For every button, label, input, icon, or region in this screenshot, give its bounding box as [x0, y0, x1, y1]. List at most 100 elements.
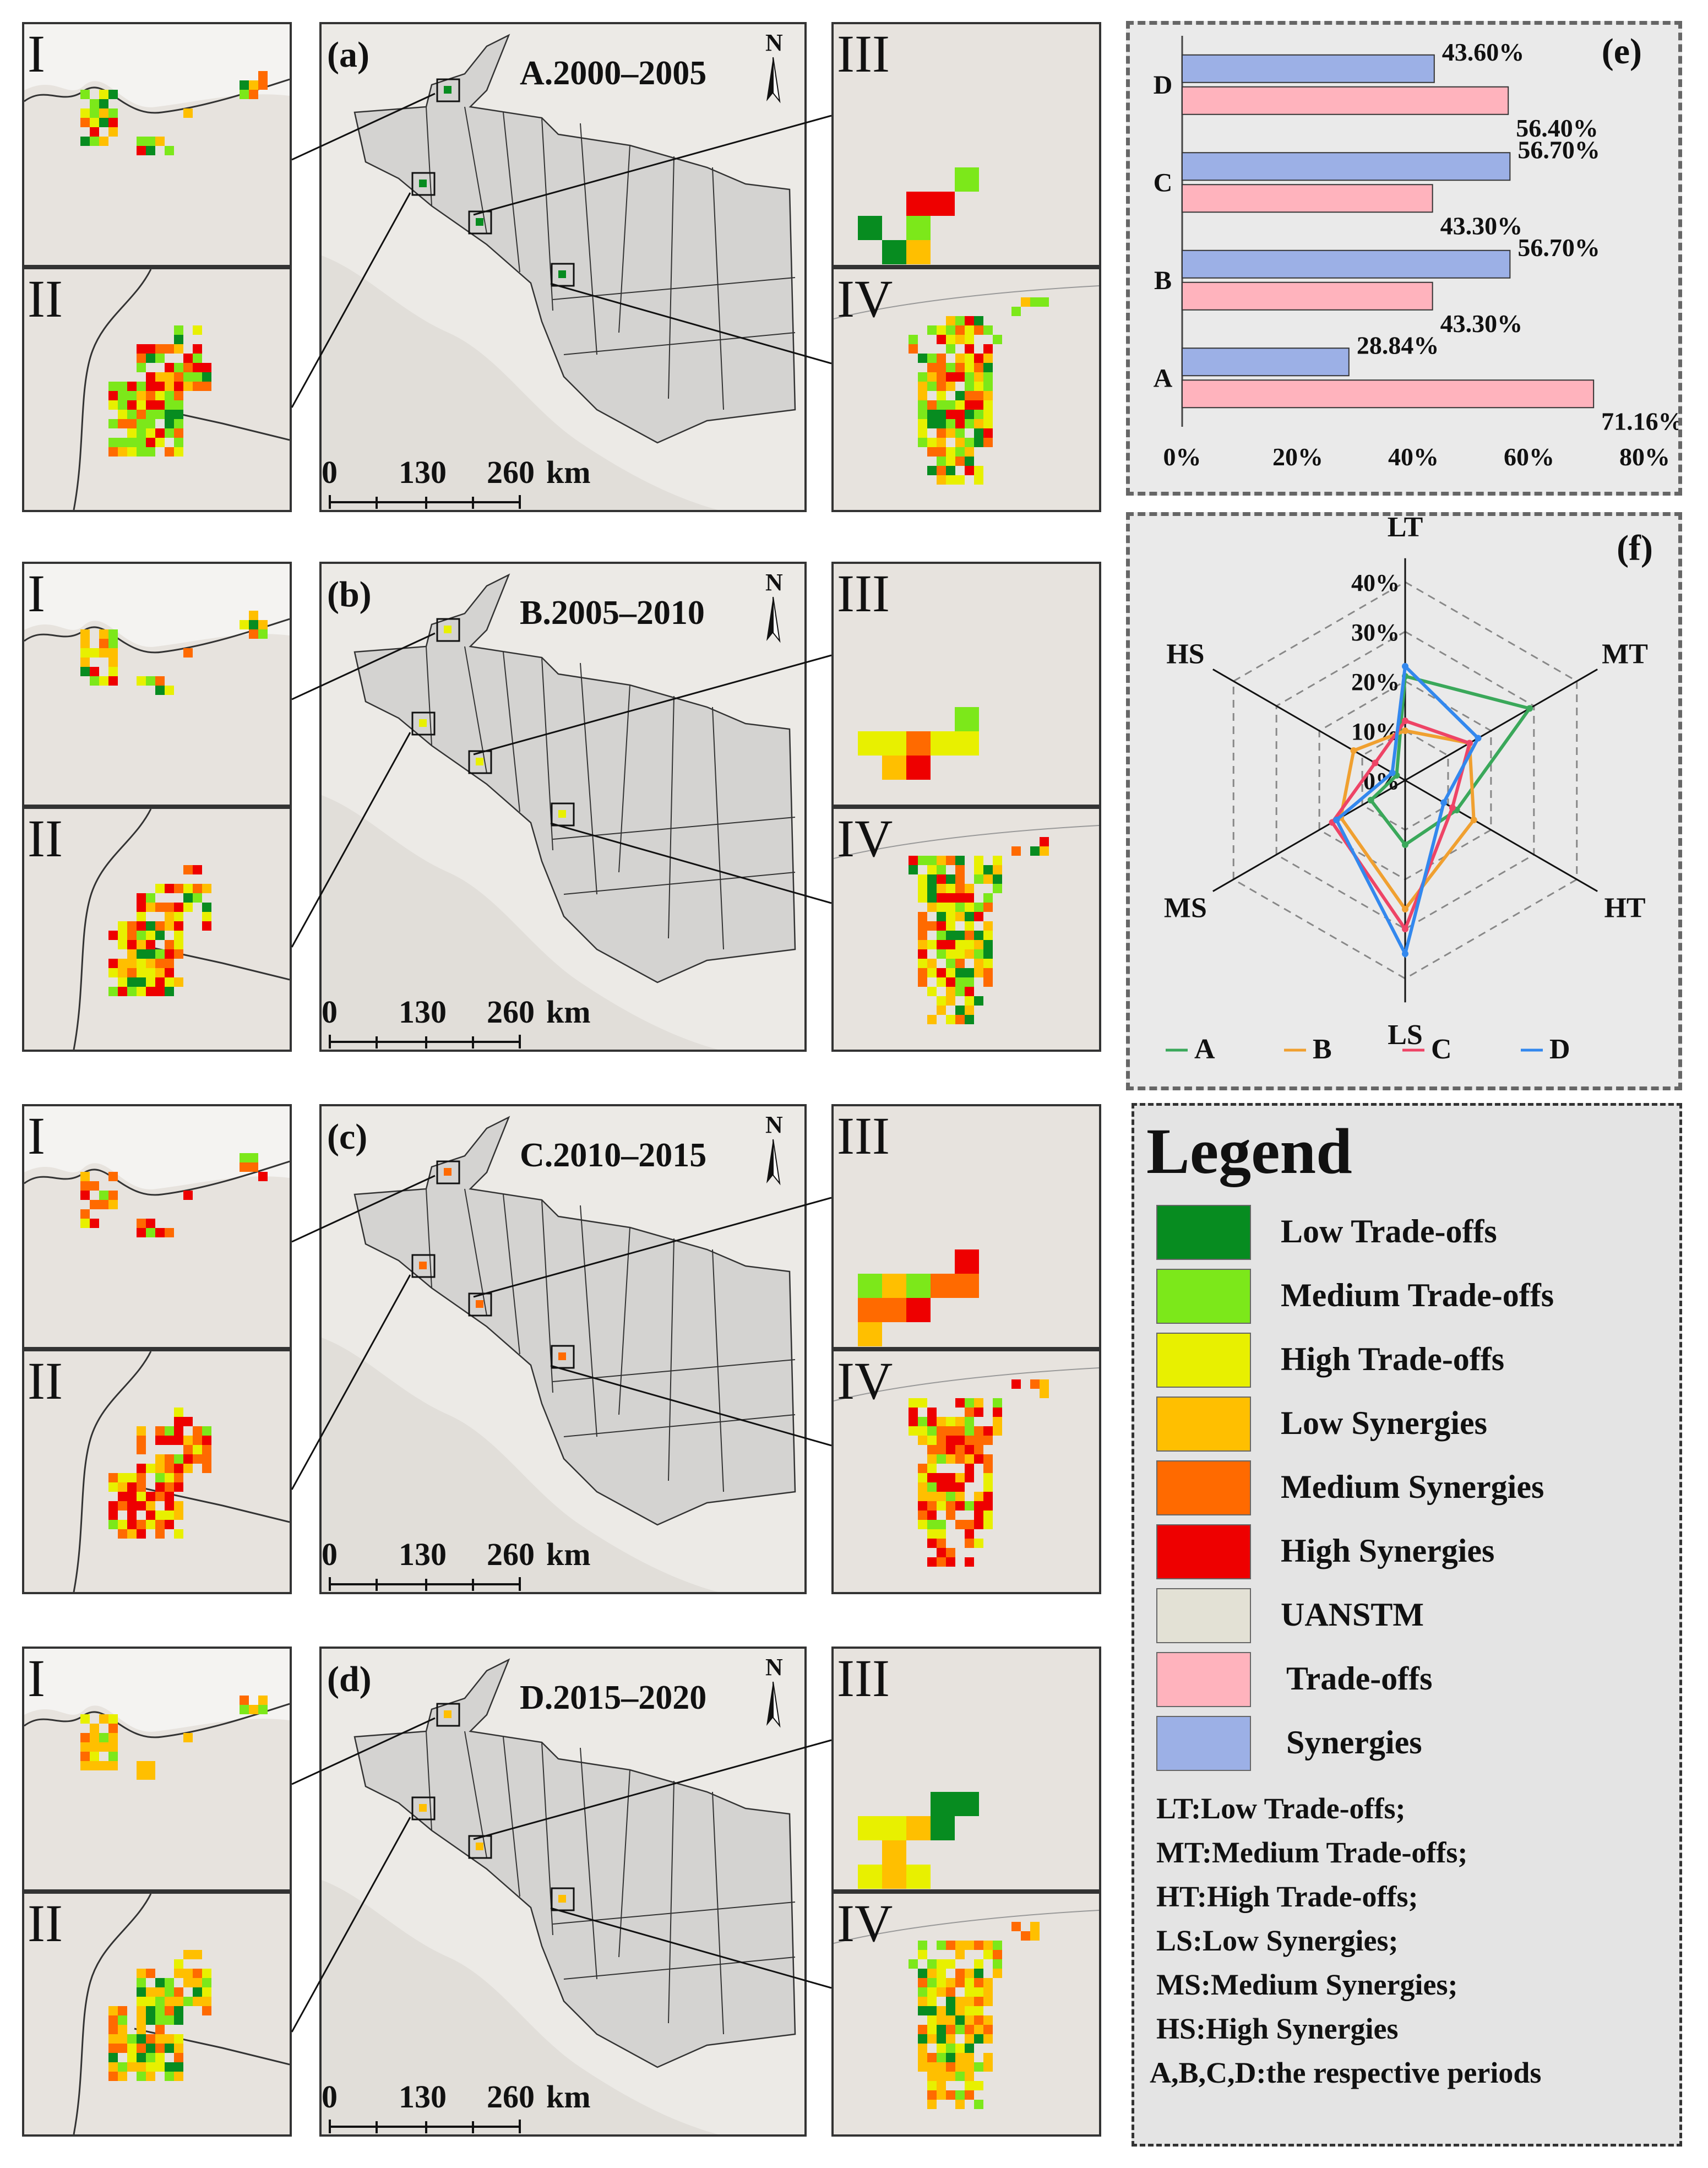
- inset-ii: II: [22, 807, 292, 1052]
- raster-cell: [909, 1408, 918, 1417]
- raster-cell: [155, 2062, 165, 2072]
- raster-cell: [955, 400, 965, 410]
- raster-cell: [946, 893, 955, 903]
- raster-cell: [927, 1482, 937, 1492]
- raster-cell: [965, 391, 974, 400]
- legend-swatch: [1156, 1205, 1251, 1260]
- raster-cell: [974, 968, 983, 977]
- raster-cell: [909, 1417, 918, 1426]
- raster-cell: [955, 410, 965, 419]
- raster-cell: [80, 1172, 90, 1181]
- raster-cell: [927, 1436, 937, 1445]
- bar-chart-e: 0% 20% 40% 60% 80%A28.84%71.16%B56.70%43.30%…: [1154, 31, 1684, 471]
- raster-cell: [974, 1501, 983, 1510]
- raster-cell: [955, 1015, 965, 1024]
- raster-cell: [240, 80, 249, 90]
- y-tick-label: D: [1154, 70, 1173, 100]
- raster-cell: [937, 1436, 946, 1445]
- raster-cell: [965, 410, 974, 419]
- raster-cell: [937, 382, 946, 391]
- raster-cell: [165, 2015, 174, 2025]
- raster-cell: [946, 1987, 955, 1997]
- raster-cell: [927, 438, 937, 447]
- raster-cell: [918, 428, 927, 438]
- raster-cell: [937, 2006, 946, 2015]
- raster-cell: [955, 1501, 965, 1510]
- raster-cell: [99, 676, 108, 686]
- raster-cell: [955, 865, 965, 874]
- raster-cell: [127, 428, 137, 438]
- raster-cell: [99, 648, 108, 658]
- raster-cell: [918, 893, 927, 903]
- raster-cell: [882, 756, 906, 780]
- boundary-line: [24, 78, 290, 114]
- inset-iii: III: [831, 1104, 1101, 1349]
- raster-cell: [946, 987, 955, 996]
- raster-cell: [937, 1529, 946, 1539]
- raster-cell: [118, 1492, 127, 1501]
- raster-cell: [974, 400, 983, 410]
- raster-cell: [137, 2015, 146, 2025]
- raster-cell: [937, 2015, 946, 2025]
- raster-cell: [165, 686, 174, 695]
- raster-cell: [137, 382, 146, 391]
- raster-cell: [183, 372, 193, 382]
- raster-cell: [118, 977, 127, 987]
- raster-cell: [137, 2034, 146, 2044]
- raster-cell: [955, 335, 965, 344]
- hillshade-terrain: [322, 795, 718, 1050]
- raster-cell: [965, 931, 974, 940]
- raster-cell: [965, 363, 974, 372]
- raster-cell: [108, 1724, 118, 1733]
- raster-cell: [137, 968, 146, 977]
- raster-cell: [918, 1473, 927, 1482]
- raster-cell: [80, 1181, 90, 1191]
- abbreviation-note: MT:Medium Trade-offs;: [1156, 1836, 1468, 1869]
- raster-cell: [155, 1454, 165, 1464]
- raster-cell: [90, 1761, 99, 1770]
- raster-cell: [974, 382, 983, 391]
- raster-cell: [965, 325, 974, 335]
- raster-cell: [937, 996, 946, 1006]
- raster-cell: [927, 865, 937, 874]
- raster-cell: [127, 921, 137, 931]
- raster-cell: [946, 1473, 955, 1482]
- raster-cell: [80, 118, 90, 127]
- raster-cell: [955, 2072, 965, 2081]
- raster-cell: [946, 316, 955, 325]
- raster-cell: [983, 344, 993, 354]
- raster-cell: [174, 1987, 183, 1997]
- raster-cell: [974, 2081, 983, 2090]
- raster-cell: [137, 2025, 146, 2034]
- raster-cell: [193, 382, 202, 391]
- raster-cell: [931, 192, 955, 216]
- raster-cell: [937, 1501, 946, 1510]
- raster-cell: [137, 1426, 146, 1436]
- raster-cell: [983, 1950, 993, 1959]
- raster-cell: [174, 1510, 183, 1520]
- raster-cell: [927, 1426, 937, 1436]
- main-map-svg: [322, 1116, 796, 1592]
- raster-cell: [146, 1219, 155, 1228]
- raster-cell: [146, 940, 155, 949]
- scale-label: 260: [487, 994, 535, 1030]
- abbreviation-note: HS:High Synergies: [1156, 2012, 1399, 2045]
- raster-cell: [193, 1454, 202, 1464]
- raster-cell: [137, 391, 146, 400]
- raster-cell: [965, 2044, 974, 2053]
- raster-cell: [183, 648, 193, 658]
- raster-cell: [249, 629, 258, 639]
- raster-cell: [249, 90, 258, 99]
- raster-cell: [927, 419, 937, 428]
- raster-cell: [137, 1501, 146, 1510]
- raster-cell: [202, 1978, 211, 1987]
- raster-cell: [974, 2025, 983, 2034]
- hillshade-terrain: [322, 1880, 718, 2134]
- raster-cell: [955, 987, 965, 996]
- raster-cell: [146, 2062, 155, 2072]
- legend-label: Low Synergies: [1281, 1405, 1487, 1441]
- raster-cell: [983, 325, 993, 335]
- raster-cell: [108, 2034, 118, 2044]
- raster-cell: [937, 400, 946, 410]
- raster-cell: [946, 2025, 955, 2034]
